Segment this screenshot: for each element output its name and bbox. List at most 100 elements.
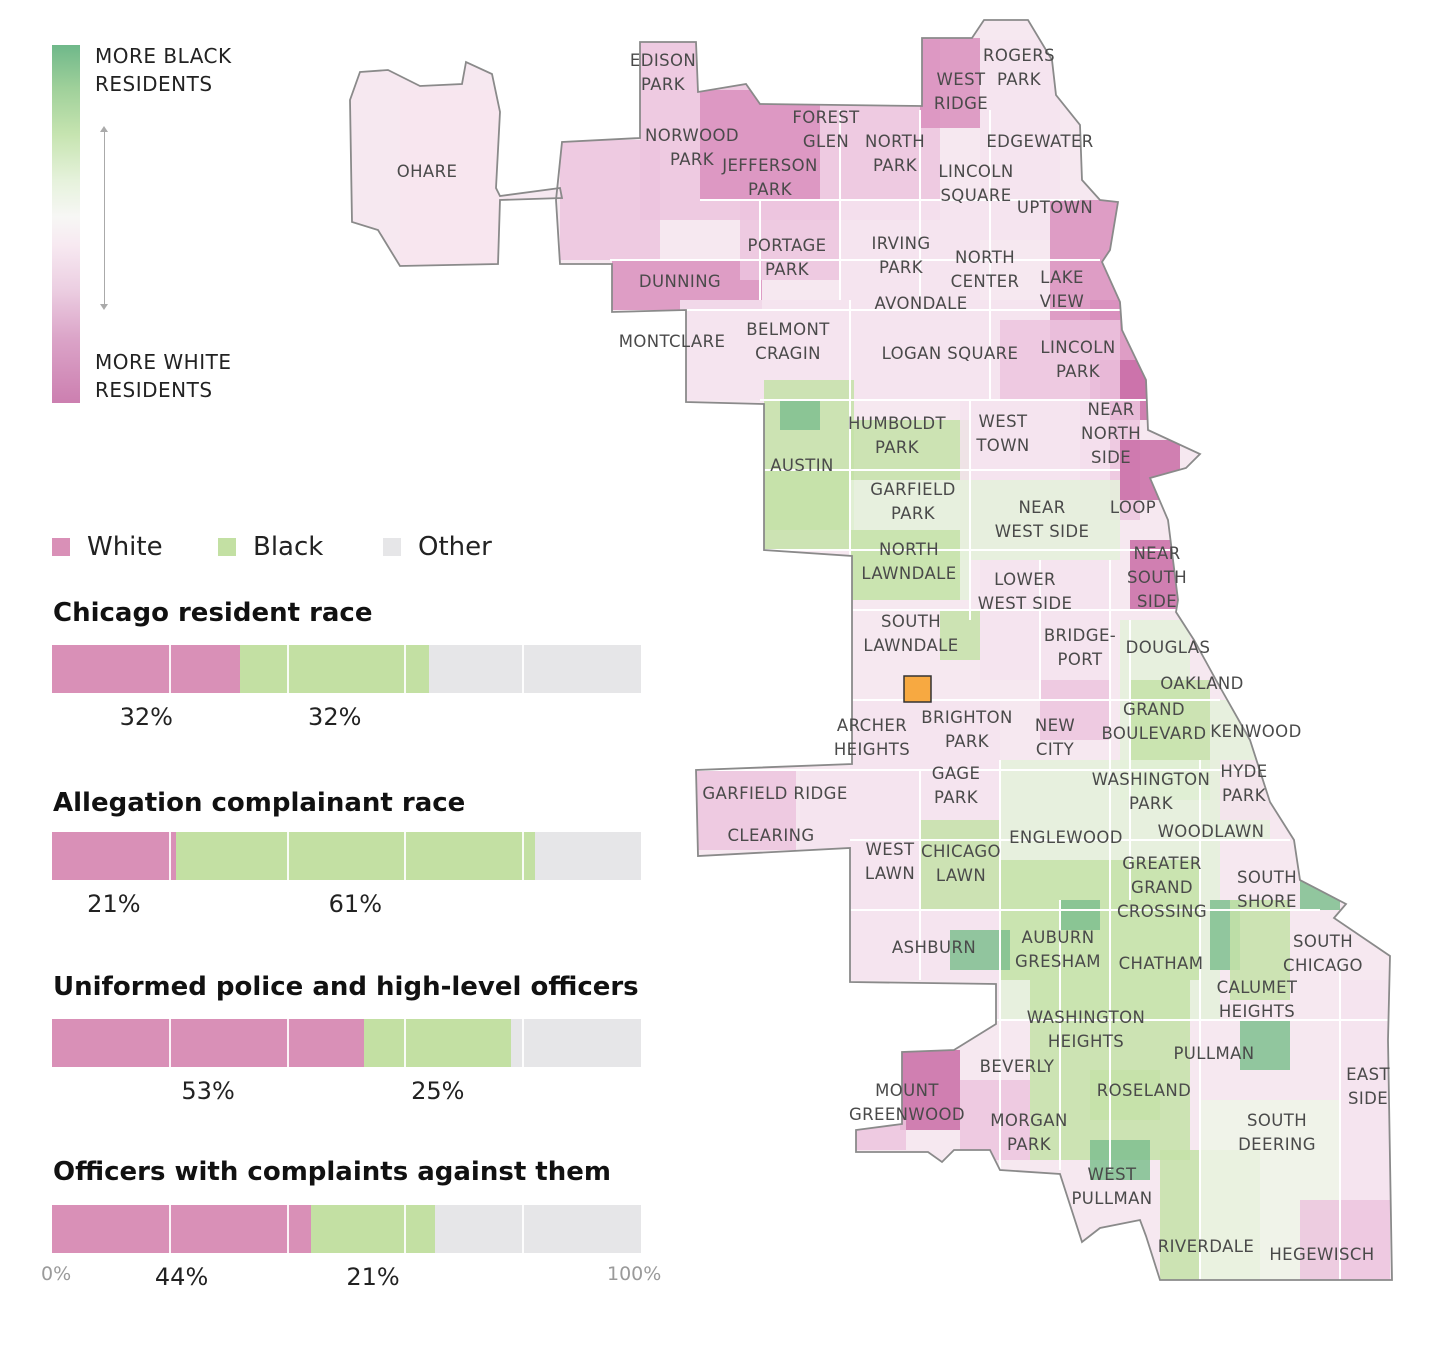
bar-segment-white <box>52 832 176 880</box>
bar-gridline <box>286 1205 289 1253</box>
neighborhood-label: LOOP <box>1110 498 1156 517</box>
neighborhood-label: EDISON PARK <box>630 51 696 94</box>
neighborhood-label: AUSTIN <box>770 456 834 475</box>
bar-gridline <box>404 645 407 693</box>
tract-patch <box>560 140 660 260</box>
neighborhood-label: HEGEWISCH <box>1269 1245 1374 1264</box>
bar-segment-white <box>52 1019 365 1067</box>
tract-patch <box>960 480 1120 560</box>
legend-item-black: Black <box>218 532 323 562</box>
neighborhood-label: UPTOWN <box>1017 198 1093 217</box>
tract-patch <box>1000 320 1120 400</box>
bar-gridline <box>404 1019 407 1067</box>
neighborhood-label: NORTH PARK <box>865 132 925 175</box>
legend-item-other: Other <box>383 532 492 562</box>
neighborhood-label: WEST LAWN <box>865 840 915 883</box>
bar-segment-black <box>240 645 429 693</box>
bar-segment-white <box>52 1205 312 1253</box>
neighborhood-label: CALUMET HEIGHTS <box>1217 978 1298 1021</box>
neighborhood-label: NEAR SOUTH SIDE <box>1127 544 1187 611</box>
neighborhood-label: CHICAGO LAWN <box>921 842 1001 885</box>
pct-label-white: 53% <box>181 1077 235 1105</box>
neighborhood-label: HYDE PARK <box>1220 762 1267 805</box>
neighborhood-label: SOUTH CHICAGO <box>1283 932 1363 975</box>
neighborhood-label: ROSELAND <box>1097 1081 1191 1100</box>
city-boundary-line <box>349 60 564 267</box>
tract-patch <box>980 40 1060 240</box>
neighborhood-label: NEAR WEST SIDE <box>995 498 1090 541</box>
neighborhood-label: LINCOLN PARK <box>1040 338 1115 381</box>
neighborhood-label: NORWOOD PARK <box>645 126 739 169</box>
neighborhood-label: FOREST GLEN <box>792 108 860 151</box>
neighborhood-label: ARCHER HEIGHTS <box>834 716 910 759</box>
neighborhood-label: GAGE PARK <box>932 764 981 807</box>
neighborhood-label: JEFFERSON PARK <box>721 156 818 199</box>
neighborhood-label: OHARE <box>397 162 458 181</box>
neighborhood-label: SOUTH DEERING <box>1238 1111 1316 1154</box>
neighborhood-label: EAST SIDE <box>1346 1065 1390 1108</box>
neighborhood-label: LAKE VIEW <box>1040 268 1085 311</box>
tract-patch <box>1090 1140 1150 1180</box>
legend-label: White <box>87 532 163 562</box>
legend-swatch <box>383 538 401 556</box>
neighborhood-label: KENWOOD <box>1210 722 1301 741</box>
community-borders <box>610 110 1390 1280</box>
neighborhood-label: LOGAN SQUARE <box>882 344 1019 363</box>
axis-tick-min: 0% <box>41 1263 72 1285</box>
bar-segment-black <box>364 1019 512 1067</box>
tract-patch <box>696 770 796 850</box>
neighborhood-label: ROGERS PARK <box>983 46 1055 89</box>
location-marker <box>903 675 932 703</box>
neighborhood-label: PULLMAN <box>1173 1044 1254 1063</box>
scale-top-label: MORE BLACK RESIDENTS <box>95 44 232 96</box>
pct-label-white: 21% <box>87 890 141 918</box>
neighborhood-label: DOUGLAS <box>1126 638 1211 657</box>
bar-title: Chicago resident race <box>53 598 373 628</box>
bar-gridline <box>522 1205 525 1253</box>
neighborhood-label: CLEARING <box>727 826 814 845</box>
tract-patch <box>740 200 840 280</box>
neighborhood-label: BEVERLY <box>980 1057 1055 1076</box>
neighborhood-label: BELMONT CRAGIN <box>746 320 830 363</box>
stacked-bar <box>52 832 641 880</box>
double-arrow-icon <box>100 126 108 310</box>
legend-swatch <box>218 538 236 556</box>
pct-label-black: 61% <box>328 890 382 918</box>
neighborhood-label: DUNNING <box>639 272 721 291</box>
neighborhood-label: WASHINGTON HEIGHTS <box>1027 1008 1145 1051</box>
tract-patch <box>980 560 1110 680</box>
tract-patch <box>800 770 850 850</box>
legend-swatch <box>52 538 70 556</box>
neighborhood-label: EDGEWATER <box>986 132 1093 151</box>
neighborhood-label: GARFIELD RIDGE <box>702 784 847 803</box>
neighborhood-label: AVONDALE <box>874 294 967 313</box>
bar-gridline <box>168 832 171 880</box>
legend-label: Black <box>253 532 324 562</box>
tract-patch <box>1240 1020 1290 1070</box>
tract-patch <box>1300 1200 1390 1280</box>
neighborhood-label: WEST PULLMAN <box>1071 1165 1152 1208</box>
tract-patch <box>920 820 1000 910</box>
bar-gridline <box>286 832 289 880</box>
neighborhood-label: IRVING PARK <box>871 234 930 277</box>
bar-gridline <box>168 1019 171 1067</box>
tract-patch <box>1060 900 1100 930</box>
neighborhood-label: MOUNT GREENWOOD <box>849 1081 965 1124</box>
neighborhood-label: WEST TOWN <box>975 412 1029 455</box>
tract-patch <box>700 90 820 200</box>
tract-patch <box>940 610 980 660</box>
stacked-bar <box>52 645 641 693</box>
stacked-bar <box>52 1205 641 1253</box>
neighborhood-label: WOODLAWN <box>1158 822 1265 841</box>
neighborhood-label: CHATHAM <box>1119 954 1204 973</box>
neighborhood-label: PORTAGE PARK <box>747 236 826 279</box>
tract-patch <box>900 1050 960 1130</box>
neighborhood-label: LINCOLN SQUARE <box>938 162 1013 205</box>
tract-patch <box>780 400 820 430</box>
color-scale-bar <box>52 45 80 403</box>
neighborhood-label: AUBURN GRESHAM <box>1015 928 1101 971</box>
pct-label-white: 44% <box>154 1263 209 1291</box>
neighborhood-label: MONTCLARE <box>619 332 726 351</box>
bar-gridline <box>522 832 525 880</box>
neighborhood-label: GREATER GRAND CROSSING <box>1117 854 1207 921</box>
